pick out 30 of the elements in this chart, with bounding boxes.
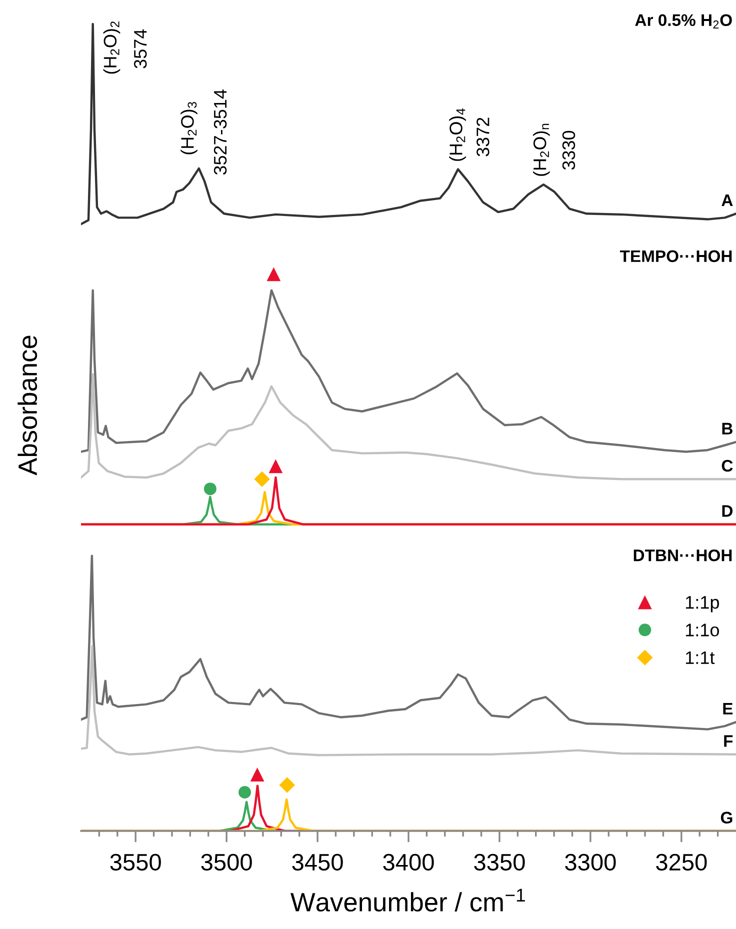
x-tick-label: 3550 bbox=[110, 854, 161, 871]
y-axis-title: Absorbance bbox=[18, 336, 38, 476]
legend-label: 1:1t bbox=[686, 651, 715, 664]
annotation: 3330 bbox=[562, 130, 576, 170]
annotation: 3574 bbox=[134, 29, 147, 68]
annotation: Ar 0.5% H$_{2}$O bbox=[635, 14, 732, 29]
x-axis-title: Wavenumber / cm$^{−1}$ bbox=[290, 888, 525, 912]
x-tick-label: 3250 bbox=[656, 854, 707, 871]
annotation: (H$_{2}$O)$_{2}$ bbox=[103, 21, 120, 74]
x-tick-label: 3350 bbox=[474, 854, 525, 871]
series-label: E bbox=[723, 702, 733, 714]
annotation: TEMPO···HOH bbox=[620, 250, 732, 262]
series-label: F bbox=[724, 735, 733, 747]
series-label: B bbox=[722, 422, 732, 434]
x-tick-label: 3300 bbox=[565, 854, 616, 871]
series-label: D bbox=[722, 505, 733, 517]
annotation: (H$_{2}$O)$_{n}$ bbox=[532, 124, 550, 176]
annotation: (H$_{2}$O)$_{3}$ bbox=[180, 102, 198, 154]
annotation: (H$_{2}$O)$_{4}$ bbox=[449, 108, 466, 161]
legend-label: 1:1o bbox=[686, 624, 719, 636]
annotation: 3527-3514 bbox=[214, 90, 227, 175]
x-tick-label: 3400 bbox=[383, 854, 434, 871]
x-tick-label: 3500 bbox=[201, 854, 252, 871]
series-label: C bbox=[722, 460, 733, 472]
series-label: G bbox=[720, 812, 732, 824]
annotation: DTBN···HOH bbox=[634, 549, 732, 562]
legend-label: 1:1p bbox=[686, 596, 719, 612]
series-label: A bbox=[722, 194, 733, 206]
annotation: 3372 bbox=[476, 118, 490, 156]
x-tick-label: 3450 bbox=[292, 854, 343, 871]
